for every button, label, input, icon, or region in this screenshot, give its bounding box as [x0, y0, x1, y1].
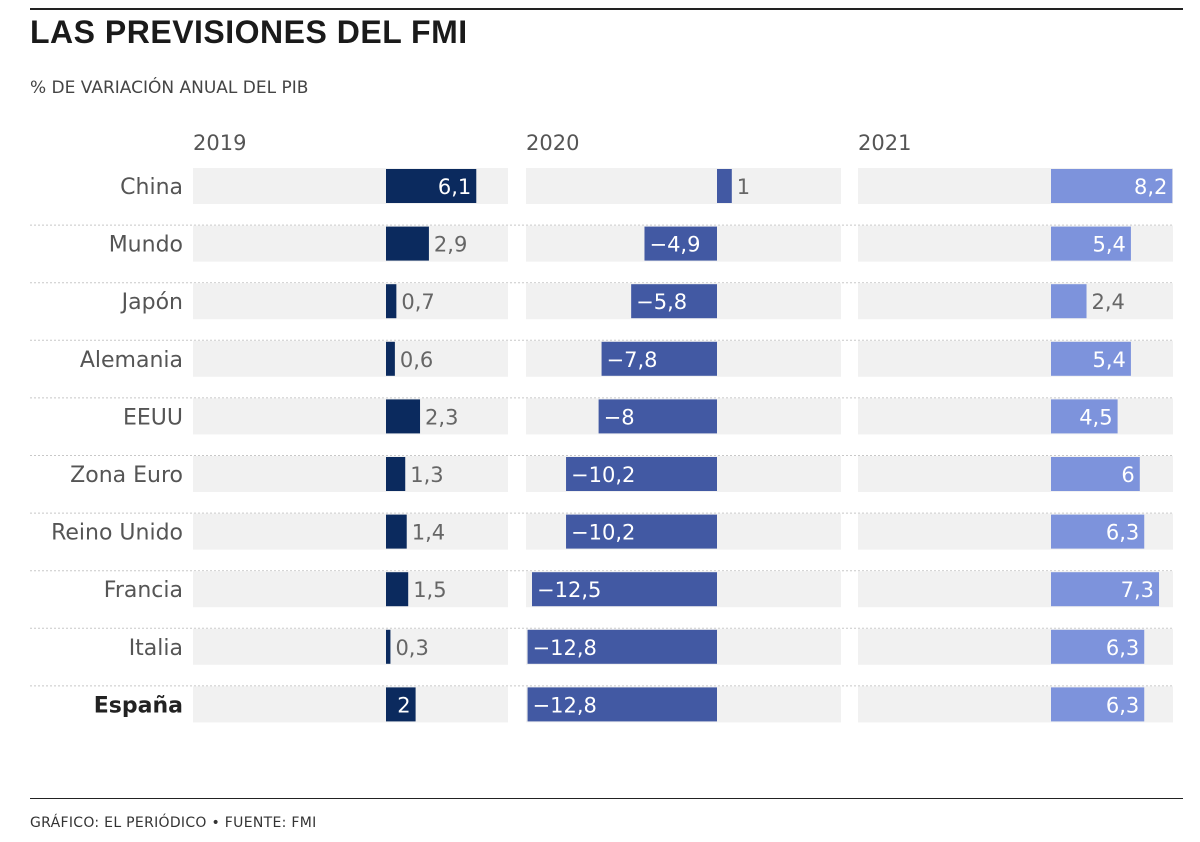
bar-track — [526, 168, 841, 204]
bar-2019 — [386, 457, 406, 491]
value-label: 6,3 — [1106, 636, 1139, 660]
value-label: 0,7 — [401, 290, 434, 314]
bar-2021 — [1051, 629, 1145, 664]
value-label: 6 — [1121, 463, 1134, 487]
bar-2019 — [386, 399, 421, 434]
value-label: 0,6 — [400, 348, 433, 372]
bar-2021 — [1051, 687, 1145, 722]
bar-track — [858, 283, 1173, 320]
value-label: 2 — [397, 693, 410, 717]
country-label: Mundo — [109, 233, 183, 258]
bar-2021 — [1051, 341, 1131, 376]
value-label: 1,4 — [412, 521, 445, 545]
bar-track — [858, 398, 1173, 435]
bar-2020 — [717, 169, 732, 203]
bar-2020 — [566, 457, 717, 491]
country-label: Alemania — [80, 348, 183, 373]
bar-2019 — [386, 341, 395, 376]
country-label: Japón — [120, 290, 183, 315]
year-header-2020: 2020 — [526, 131, 579, 155]
source-credit: GRÁFICO: EL PERIÓDICO • FUENTE: FMI — [30, 815, 317, 831]
chart-title: LAS PREVISIONES DEL FMI — [30, 14, 468, 50]
bar-track — [193, 283, 508, 320]
value-label: −7,8 — [607, 348, 658, 372]
value-label: 6,3 — [1106, 521, 1139, 545]
bar-2020 — [631, 284, 717, 319]
value-label: 5,4 — [1093, 348, 1126, 372]
bar-2019 — [386, 284, 397, 319]
country-label: Reino Unido — [51, 521, 183, 546]
bar-track — [193, 398, 508, 435]
country-label: EEUU — [123, 405, 183, 430]
country-label: Zona Euro — [70, 463, 183, 488]
year-header-2021: 2021 — [858, 131, 911, 155]
value-label: 6,3 — [1106, 693, 1139, 717]
value-label: 8,2 — [1134, 175, 1167, 199]
country-label: China — [120, 175, 183, 200]
value-label: 1,5 — [413, 578, 446, 602]
bar-2020 — [527, 687, 717, 722]
value-label: −4,9 — [649, 233, 700, 257]
value-label: 1,3 — [410, 463, 443, 487]
value-label: −10,2 — [571, 463, 635, 487]
bar-2019 — [386, 572, 409, 607]
bar-track — [193, 456, 508, 492]
value-label: 5,4 — [1093, 233, 1126, 257]
bar-2021 — [1051, 572, 1160, 607]
value-label: 2,9 — [434, 233, 467, 257]
bar-2020 — [566, 514, 717, 549]
bar-track — [193, 628, 508, 665]
value-label: 6,1 — [438, 175, 471, 199]
bar-2021 — [1051, 514, 1145, 549]
bar-2019 — [386, 687, 416, 722]
bar-2020 — [598, 399, 717, 434]
bar-2020 — [601, 341, 717, 376]
bar-track — [193, 571, 508, 608]
bar-2020 — [644, 226, 717, 261]
value-label: −12,8 — [533, 693, 597, 717]
value-label: −8 — [604, 405, 635, 429]
bar-2019 — [386, 226, 429, 261]
bar-2019 — [386, 169, 477, 203]
bar-2020 — [527, 629, 717, 664]
bar-2021 — [1051, 284, 1087, 319]
year-header-2019: 2019 — [193, 131, 246, 155]
bar-2021 — [1051, 169, 1173, 203]
value-label: 2,4 — [1092, 290, 1125, 314]
bar-track — [193, 225, 508, 262]
value-label: 0,3 — [395, 636, 428, 660]
bar-2020 — [532, 572, 717, 607]
value-label: −12,8 — [533, 636, 597, 660]
value-label: −12,5 — [537, 578, 601, 602]
bar-2021 — [1051, 226, 1131, 261]
bottom-rule — [30, 798, 1183, 799]
value-label: −10,2 — [571, 521, 635, 545]
value-label: 1 — [737, 175, 750, 199]
country-label: Francia — [104, 578, 183, 603]
value-label: 4,5 — [1079, 405, 1112, 429]
chart-subtitle: % DE VARIACIÓN ANUAL DEL PIB — [30, 78, 309, 98]
bar-track — [193, 513, 508, 550]
bar-track — [193, 340, 508, 377]
bar-2019 — [386, 514, 407, 549]
value-label: 7,3 — [1121, 578, 1154, 602]
bar-track — [193, 686, 508, 723]
bar-2021 — [1051, 399, 1118, 434]
country-label: España — [94, 693, 183, 718]
country-label: Italia — [129, 636, 183, 661]
bar-2021 — [1051, 457, 1140, 491]
value-label: −5,8 — [636, 290, 687, 314]
bar-2019 — [386, 629, 391, 664]
top-rule — [30, 8, 1183, 10]
value-label: 2,3 — [425, 405, 458, 429]
